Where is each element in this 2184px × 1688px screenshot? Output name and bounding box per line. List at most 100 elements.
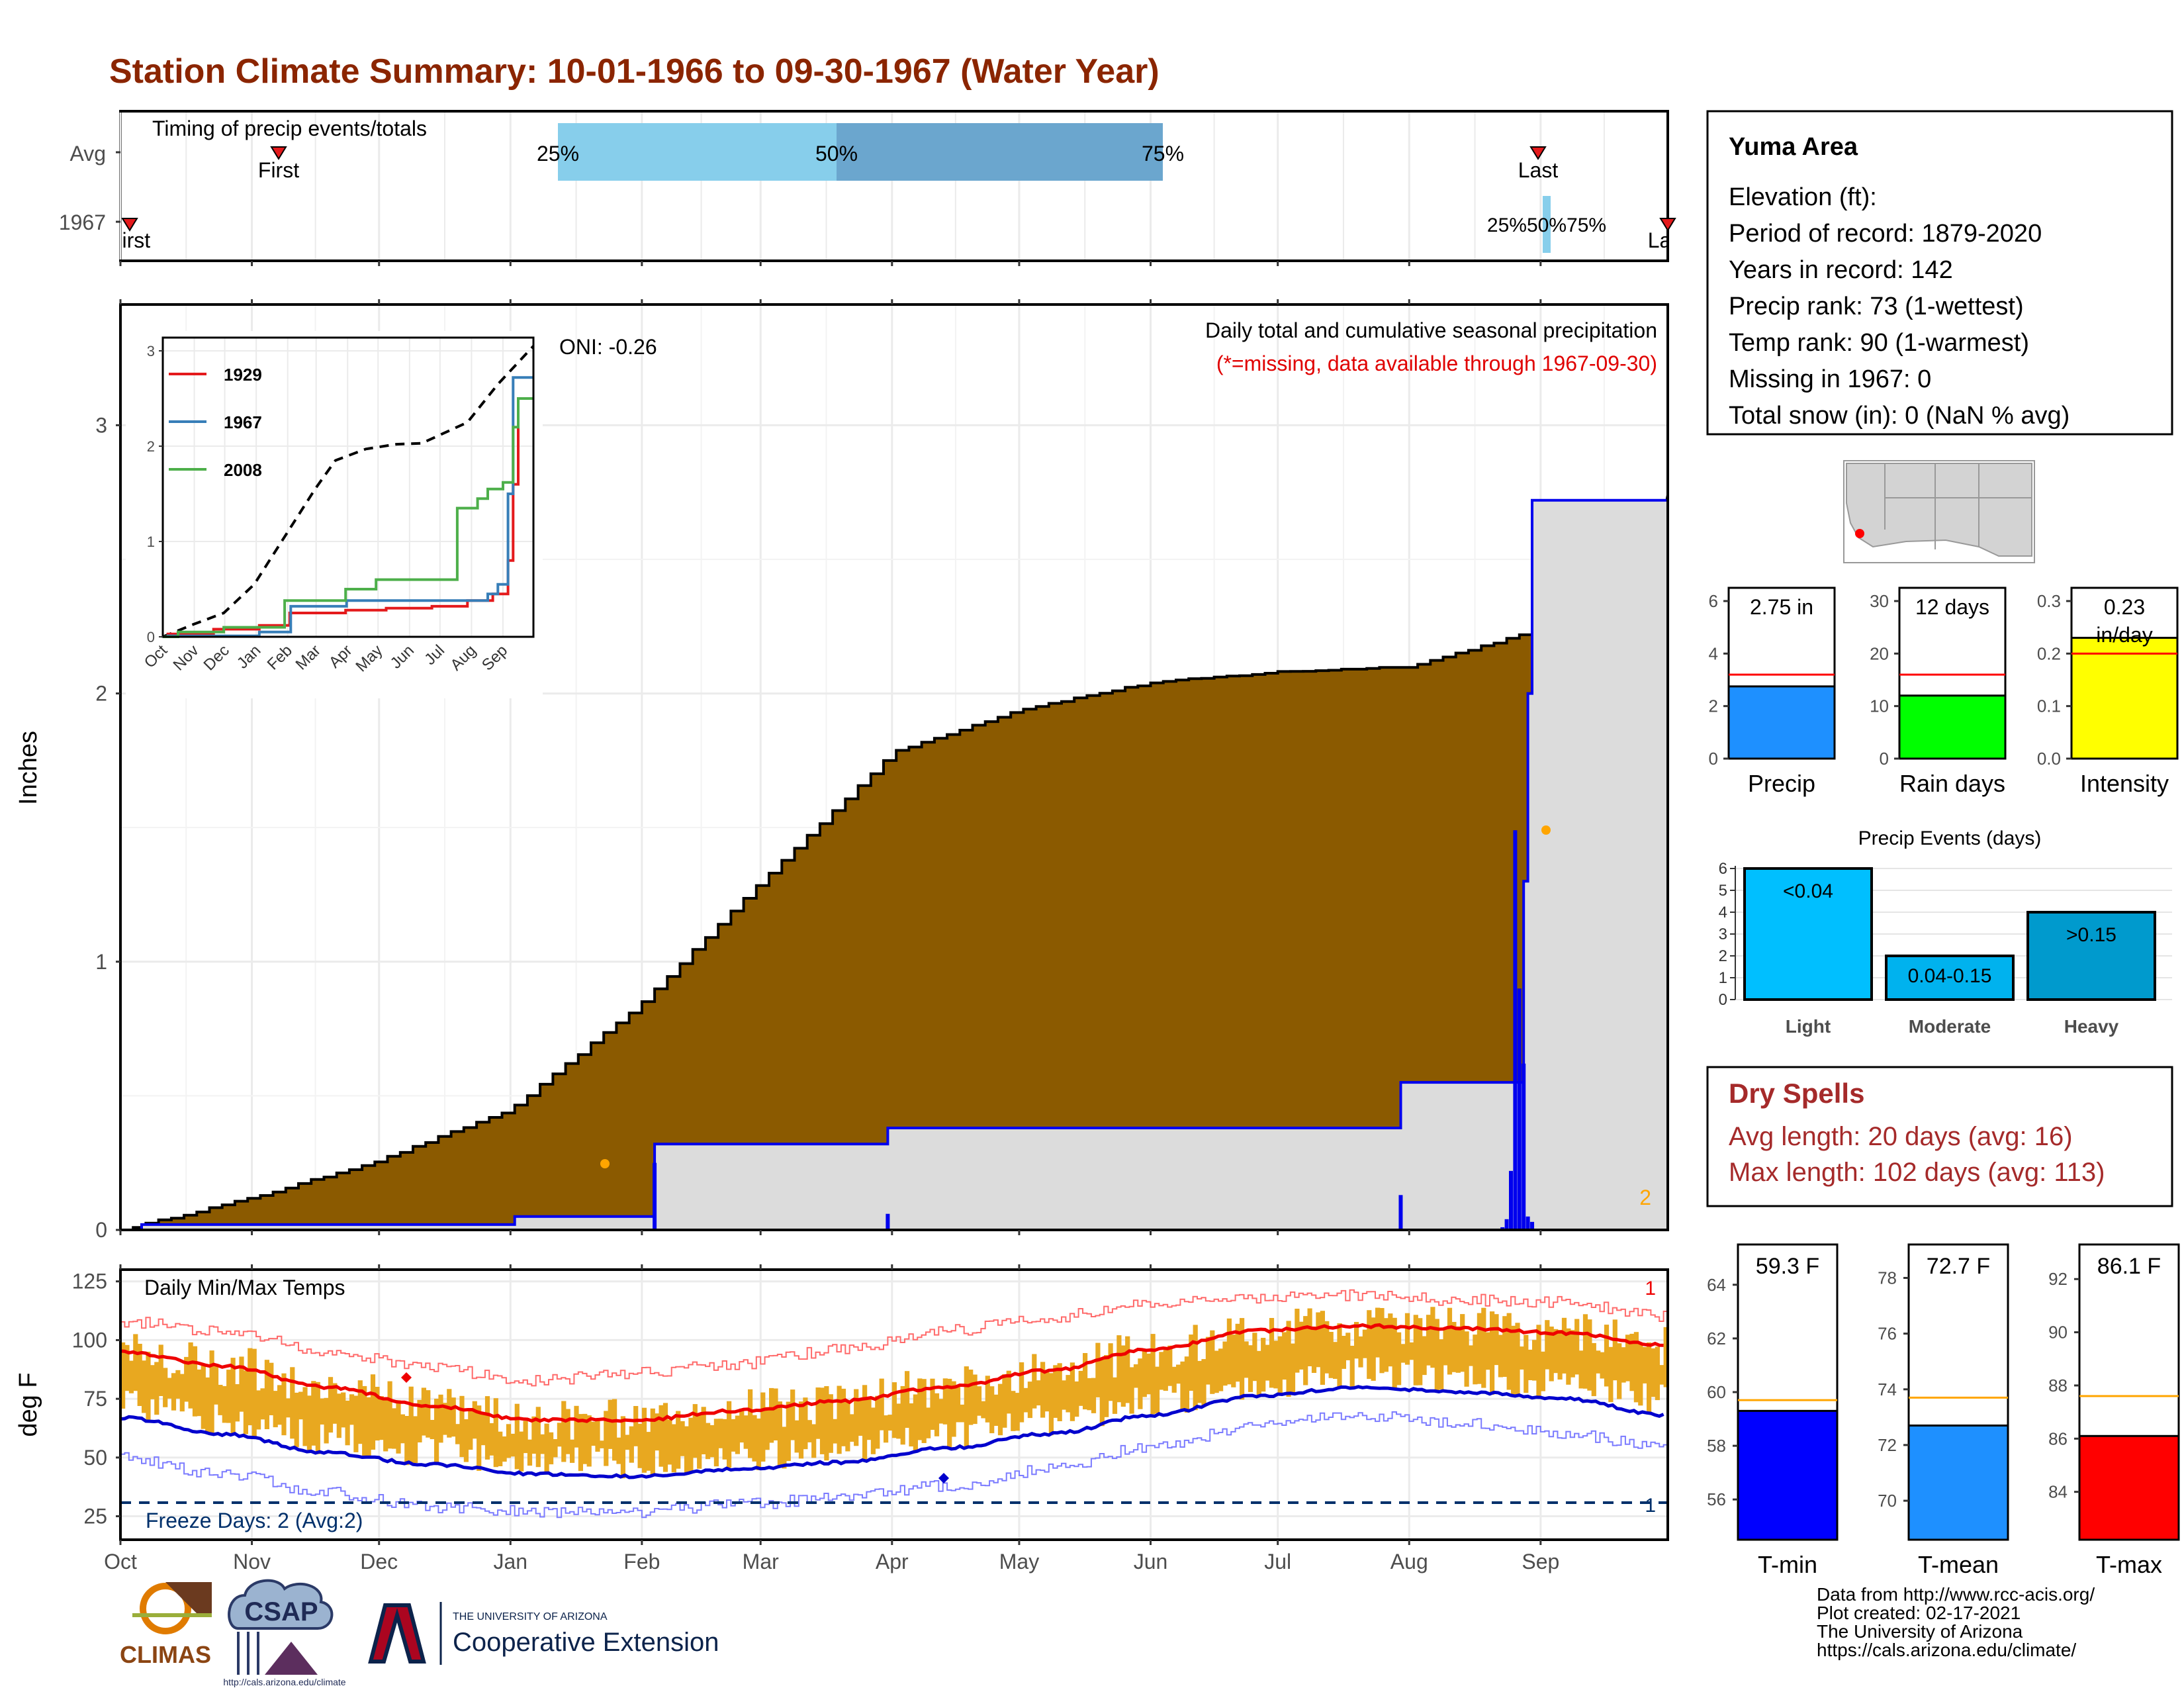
mountain-icon: [265, 1642, 318, 1675]
daily-temp-bar: [1265, 1344, 1270, 1381]
daily-temp-bar: [731, 1419, 736, 1452]
daily-temp-bar: [1413, 1315, 1418, 1385]
daily-temp-bar: [1295, 1309, 1300, 1373]
daily-temp-bar: [137, 1344, 142, 1406]
climas-logo: CLIMAS: [120, 1582, 212, 1668]
daily-temp-bar: [633, 1406, 639, 1446]
daily-temp-bar: [133, 1334, 138, 1391]
daily-temp-bar: [269, 1362, 274, 1415]
month-label: Apr: [876, 1550, 909, 1573]
daily-temp-bar: [1545, 1320, 1550, 1370]
avg-min-temp-line: [120, 1385, 1664, 1479]
temp-chart-t-max: 84 86 88 90 92 86.1 F T-max: [2048, 1243, 2180, 1578]
daily-temp-bar: [413, 1416, 418, 1464]
events-bar-light: [1743, 867, 1873, 1001]
daily-temp-bar: [1663, 1327, 1668, 1387]
timing-row-avg: Avg: [69, 142, 106, 165]
daily-temp-bar: [782, 1427, 787, 1469]
daily-temp-bar: [442, 1403, 447, 1435]
daily-temp-bar: [498, 1431, 503, 1466]
daily-temp-bar: [650, 1408, 655, 1475]
daily-temp-bar: [756, 1418, 761, 1470]
year-last-marker: [1659, 218, 1676, 232]
daily-temp-bar: [1248, 1345, 1253, 1392]
daily-precip-bar: [1513, 830, 1518, 1230]
daily-temp-bar: [1536, 1325, 1541, 1398]
daily-temp-bar: [1524, 1335, 1529, 1393]
daily-temp-bar: [794, 1420, 799, 1453]
events-bar-label: Heavy: [2064, 1016, 2119, 1037]
daily-temp-bar: [722, 1419, 727, 1460]
daily-temp-bar: [824, 1386, 829, 1461]
daily-temp-bar: [1027, 1382, 1032, 1419]
daily-temp-bar: [701, 1407, 706, 1454]
csap-logo: CSAP http://cals.arizona.edu/climate: [223, 1579, 346, 1687]
daily-temp-bar: [1540, 1351, 1545, 1391]
daily-temp-bar: [1176, 1364, 1181, 1384]
avg-first-label: First: [258, 158, 299, 182]
daily-temp-bar: [1358, 1336, 1363, 1368]
daily-temp-bar: [142, 1360, 147, 1413]
daily-temp-bar: [383, 1398, 388, 1452]
year-cumulative-precip-area: [120, 498, 1669, 1231]
daily-temp-bar: [1502, 1316, 1508, 1377]
daily-temp-bar: [1277, 1336, 1283, 1394]
daily-temp-bar: [1019, 1362, 1024, 1423]
daily-temp-bar: [1256, 1350, 1261, 1396]
daily-temp-bar: [1044, 1370, 1050, 1412]
daily-temp-bar: [667, 1419, 672, 1465]
temp-y-tick-label: 50: [83, 1446, 107, 1470]
daily-temp-bar: [1226, 1318, 1232, 1385]
dry-spells-frame: [1706, 1066, 2173, 1207]
daily-temp-bar: [251, 1348, 257, 1439]
daily-temp-bar: [298, 1391, 304, 1420]
daily-temp-bar: [1655, 1346, 1660, 1401]
daily-temp-bar: [1290, 1343, 1296, 1393]
daily-temp-bar: [595, 1421, 600, 1452]
month-label: Feb: [623, 1550, 660, 1573]
daily-temp-bar: [396, 1400, 401, 1454]
avg-max-temp-line: [120, 1323, 1664, 1423]
daily-temp-bar: [438, 1394, 443, 1443]
temp-chart-tick-label: 90: [2048, 1323, 2068, 1342]
daily-temp-bar: [764, 1407, 770, 1450]
month-label: Jan: [494, 1550, 528, 1573]
daily-temp-bar: [1138, 1358, 1143, 1409]
daily-temp-bar: [578, 1414, 583, 1472]
daily-temp-bar: [870, 1407, 876, 1454]
daily-temp-bar: [1473, 1335, 1478, 1385]
precip-y-tick-label: 1: [95, 950, 107, 974]
daily-temp-bar: [1574, 1319, 1580, 1375]
daily-temp-bar: [392, 1408, 397, 1449]
daily-temp-bar: [1596, 1350, 1601, 1374]
precip-corner-count: 2: [1639, 1186, 1651, 1209]
daily-temp-bar: [837, 1385, 842, 1454]
daily-temp-bar: [218, 1385, 223, 1415]
daily-temp-bar: [1511, 1325, 1516, 1397]
daily-temp-bar: [1426, 1315, 1432, 1366]
climas-label: CLIMAS: [120, 1641, 211, 1668]
events-bar-moderate: [1885, 955, 2015, 1001]
daily-precip-bar: [1398, 1195, 1403, 1230]
daily-temp-bar: [718, 1419, 723, 1448]
daily-temp-bar: [1150, 1334, 1156, 1415]
events-tick-label: 0: [1719, 991, 1727, 1009]
footer: CLIMAS CSAP http://cals.arizona.edu/clim…: [120, 1579, 2095, 1687]
mini-chart-label: Precip: [1748, 770, 1815, 797]
temp-chart-label: T-min: [1758, 1551, 1817, 1578]
month-label: May: [999, 1550, 1039, 1573]
station-box-frame: [1706, 110, 2173, 436]
daily-temp-bar: [1154, 1366, 1160, 1413]
daily-temp-bar: [1002, 1374, 1007, 1428]
daily-temp-bar: [1638, 1343, 1643, 1406]
daily-temp-bar: [430, 1420, 435, 1440]
daily-temp-bar: [875, 1395, 880, 1449]
daily-temp-bar: [426, 1390, 431, 1438]
daily-temp-bar: [752, 1415, 757, 1462]
daily-temp-bar: [858, 1399, 863, 1436]
events-title: Precip Events (days): [1858, 827, 2042, 849]
daily-temp-bar: [1282, 1332, 1287, 1380]
daily-temp-bar: [320, 1398, 325, 1425]
mini-chart-value-unit: in/day: [2096, 623, 2152, 647]
